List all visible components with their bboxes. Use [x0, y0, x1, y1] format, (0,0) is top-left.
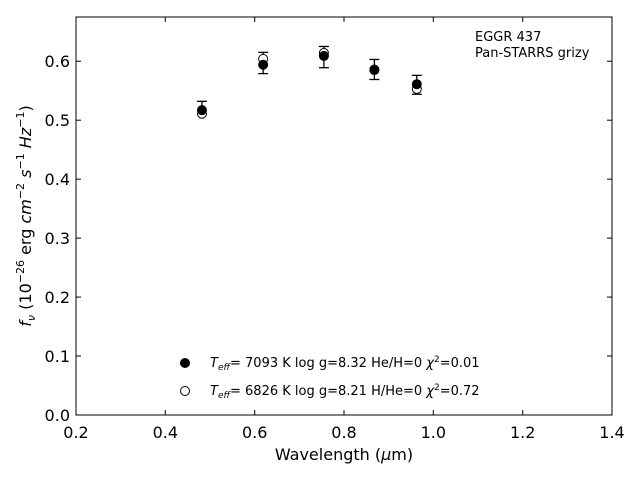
y-axis-ticks: 0.0 0.1 0.2 0.3 0.4 0.5 0.6: [45, 52, 612, 425]
annotation-photometry: Pan-STARRS grizy: [475, 46, 590, 61]
y-axis-title: fν (10−26 erg cm−2 s−1 Hz−1): [14, 105, 38, 326]
legend-label-1: Teff= 7093 K log g=8.32 He/H=0 χ2=0.01: [210, 355, 480, 373]
y-tick-label: 0.6: [45, 52, 70, 71]
legend-2-chi: =0.72: [440, 384, 480, 399]
legend: Teff= 7093 K log g=8.32 He/H=0 χ2=0.01 T…: [180, 355, 480, 401]
legend-marker-filled: [180, 358, 190, 368]
legend-label-2: Teff= 6826 K log g=8.21 H/He=0 χ2=0.72: [210, 383, 480, 401]
x-axis-ticks: 0.2 0.4 0.6 0.8 1.0 1.2 1.4: [63, 17, 625, 442]
x-tick-label: 1.4: [599, 423, 624, 442]
x-axis-title: Wavelength (μm): [275, 445, 413, 464]
x-tick-label: 0.4: [153, 423, 178, 442]
point-filled: [318, 50, 329, 61]
x-tick-label: 0.6: [242, 423, 267, 442]
point-filled: [369, 65, 380, 76]
point-filled: [196, 105, 207, 116]
x-tick-label: 1.2: [510, 423, 535, 442]
error-bars: [196, 45, 422, 115]
y-tick-label: 0.2: [45, 288, 70, 307]
y-tick-label: 0.0: [45, 406, 70, 425]
x-tick-label: 0.2: [63, 423, 88, 442]
annotation-star-name: EGGR 437: [475, 30, 541, 45]
x-tick-label: 0.8: [331, 423, 356, 442]
y-tick-label: 0.1: [45, 347, 70, 366]
legend-2-params: = 6826 K log g=8.21 H/He=0: [230, 384, 426, 399]
legend-1-chi: =0.01: [440, 356, 480, 371]
y-tick-label: 0.4: [45, 170, 70, 189]
data-points: [196, 47, 422, 119]
y-tick-label: 0.3: [45, 229, 70, 248]
y-tick-label: 0.5: [45, 111, 70, 130]
legend-1-params: = 7093 K log g=8.32 He/H=0: [230, 356, 426, 371]
point-filled: [411, 79, 422, 90]
point-filled: [258, 59, 269, 70]
legend-marker-open: [180, 386, 190, 396]
x-tick-label: 1.0: [421, 423, 446, 442]
